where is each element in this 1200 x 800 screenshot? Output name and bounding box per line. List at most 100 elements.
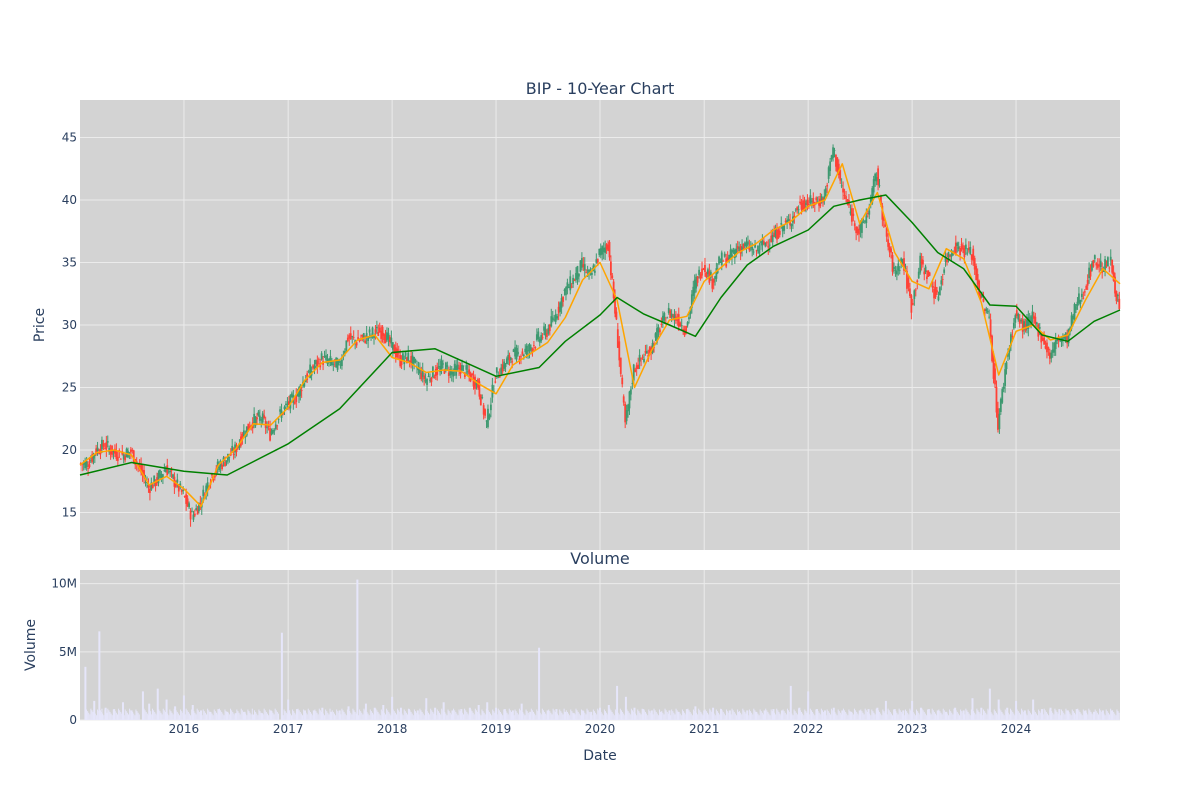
volume-bar	[1101, 710, 1104, 720]
volume-bar	[154, 711, 156, 720]
candle-down	[520, 356, 522, 358]
candle-down	[676, 319, 679, 321]
candle-down	[770, 235, 773, 243]
volume-bar	[585, 714, 587, 720]
candle-down	[903, 258, 905, 271]
volume-bar	[596, 714, 598, 720]
candle-down	[381, 326, 384, 336]
volume-bar	[473, 714, 475, 720]
volume-bar	[723, 713, 725, 720]
volume-bar	[874, 714, 876, 720]
candle-down	[826, 185, 829, 187]
volume-bar	[284, 711, 286, 720]
volume-bar	[953, 708, 955, 720]
candle-up	[731, 254, 733, 259]
candle-down	[508, 355, 511, 361]
volume-bar	[697, 714, 699, 720]
volume-bar	[927, 709, 930, 720]
candle-up	[893, 266, 895, 270]
volume-bar	[858, 710, 861, 720]
volume-bar	[300, 713, 302, 720]
volume-bar	[377, 711, 379, 720]
price-y-tick: 25	[62, 381, 77, 395]
volume-bar	[767, 711, 769, 720]
volume-bar	[109, 711, 111, 720]
volume-bar	[821, 710, 823, 720]
volume-bar	[912, 711, 914, 720]
candle-down	[288, 401, 290, 406]
volume-bar	[331, 710, 333, 720]
candle-up	[688, 317, 690, 320]
price-y-tick: 20	[62, 443, 77, 457]
volume-bar	[766, 710, 768, 720]
candle-up	[273, 430, 276, 432]
candle-up	[768, 244, 771, 246]
volume-bar	[97, 709, 99, 720]
volume-bar	[793, 709, 795, 720]
volume-bar	[202, 709, 204, 720]
volume-bar	[602, 715, 604, 720]
volume-bar	[493, 711, 495, 720]
volume-bar	[597, 708, 599, 720]
volume-bar	[922, 710, 924, 720]
volume-bar	[121, 713, 123, 720]
candle-down	[739, 246, 742, 254]
candle-up	[969, 247, 972, 255]
candle-up	[875, 177, 878, 182]
volume-bar	[309, 711, 311, 720]
volume-bar	[665, 710, 667, 720]
volume-bar	[1026, 715, 1028, 720]
volume-bar	[553, 710, 555, 720]
candle-up	[426, 379, 428, 385]
volume-bar	[522, 711, 524, 720]
candle-up	[1075, 306, 1077, 310]
candle-down	[927, 270, 930, 277]
volume-bar	[433, 713, 435, 720]
candle-down	[890, 248, 892, 253]
volume-bar	[577, 711, 579, 720]
candle-up	[629, 389, 632, 395]
volume-bar	[801, 711, 803, 720]
volume-bar	[204, 712, 206, 720]
volume-bar	[397, 708, 399, 720]
candle-down	[818, 203, 820, 206]
candle-down	[910, 295, 913, 313]
volume-bar	[396, 714, 398, 720]
volume-bar	[506, 712, 508, 720]
candle-down	[660, 323, 663, 325]
volume-bar	[1057, 713, 1059, 720]
candle-up	[578, 273, 580, 277]
candle-down	[793, 215, 796, 218]
volume-bar	[248, 711, 250, 720]
candle-down	[635, 365, 638, 369]
candle-up	[160, 473, 163, 479]
volume-bar	[1093, 711, 1096, 720]
volume-bar	[102, 713, 104, 720]
volume-bar	[219, 708, 221, 720]
candle-up	[495, 367, 498, 373]
volume-bar	[134, 715, 136, 720]
volume-bar	[675, 708, 677, 720]
volume-bar	[960, 709, 962, 720]
volume-bar	[128, 714, 130, 720]
volume-bar	[297, 708, 299, 720]
candle-down	[853, 223, 856, 227]
volume-bar	[177, 713, 179, 720]
volume-bar	[761, 712, 763, 720]
candle-up	[272, 430, 274, 434]
volume-bar	[910, 710, 912, 720]
volume-bar	[649, 711, 651, 720]
volume-bar	[654, 710, 656, 720]
volume-bar	[330, 711, 333, 720]
volume-bar	[511, 710, 514, 720]
volume-bar	[662, 712, 664, 720]
volume-bar	[224, 709, 226, 720]
candle-up	[244, 436, 247, 438]
short-moving-average-line	[79, 163, 1121, 508]
candle-up	[680, 325, 683, 326]
candle-down	[531, 348, 534, 352]
candle-down	[471, 373, 473, 376]
volume-bar	[390, 715, 392, 720]
volume-bar	[757, 713, 759, 720]
volume-bar	[881, 715, 883, 720]
